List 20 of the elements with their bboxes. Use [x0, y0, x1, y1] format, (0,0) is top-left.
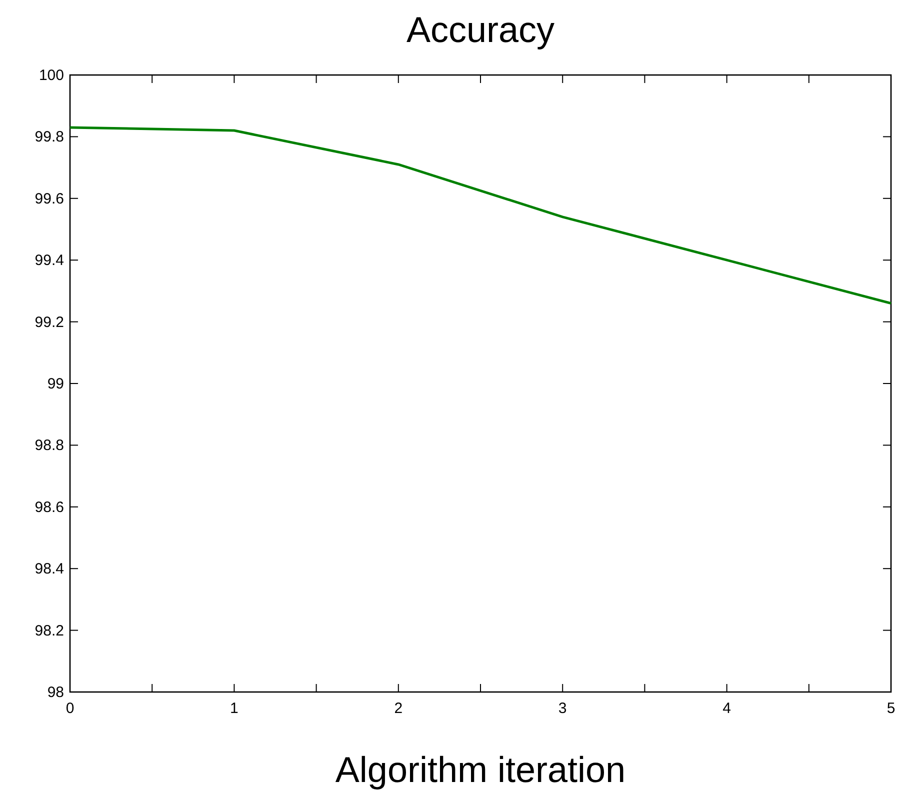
y-tick-label: 99 [47, 376, 64, 392]
x-tick-label: 5 [886, 700, 896, 717]
y-tick-label: 98.6 [34, 498, 64, 516]
y-tick-label: 99.2 [34, 314, 64, 331]
y-tick-label: 100 [38, 67, 64, 84]
y-tick-label: 98 [47, 684, 64, 701]
x-axis-title: Algorithm iteration [335, 749, 626, 790]
y-tick-label: 99.4 [34, 252, 64, 270]
x-tick-label: 4 [722, 700, 731, 717]
x-tick-label: 2 [394, 700, 403, 717]
x-tick-label: 1 [230, 700, 238, 717]
y-tick-label: 99.6 [34, 190, 64, 208]
y-tick-label: 99.8 [34, 128, 64, 146]
x-tick-label: 3 [558, 700, 567, 717]
chart-title: Accuracy [406, 9, 555, 50]
y-tick-label: 98.2 [34, 622, 64, 640]
y-tick-label: 98.4 [34, 560, 64, 578]
x-tick-label: 0 [66, 700, 74, 717]
line-series [68, 126, 892, 305]
y-tick-label: 98.8 [34, 437, 64, 454]
